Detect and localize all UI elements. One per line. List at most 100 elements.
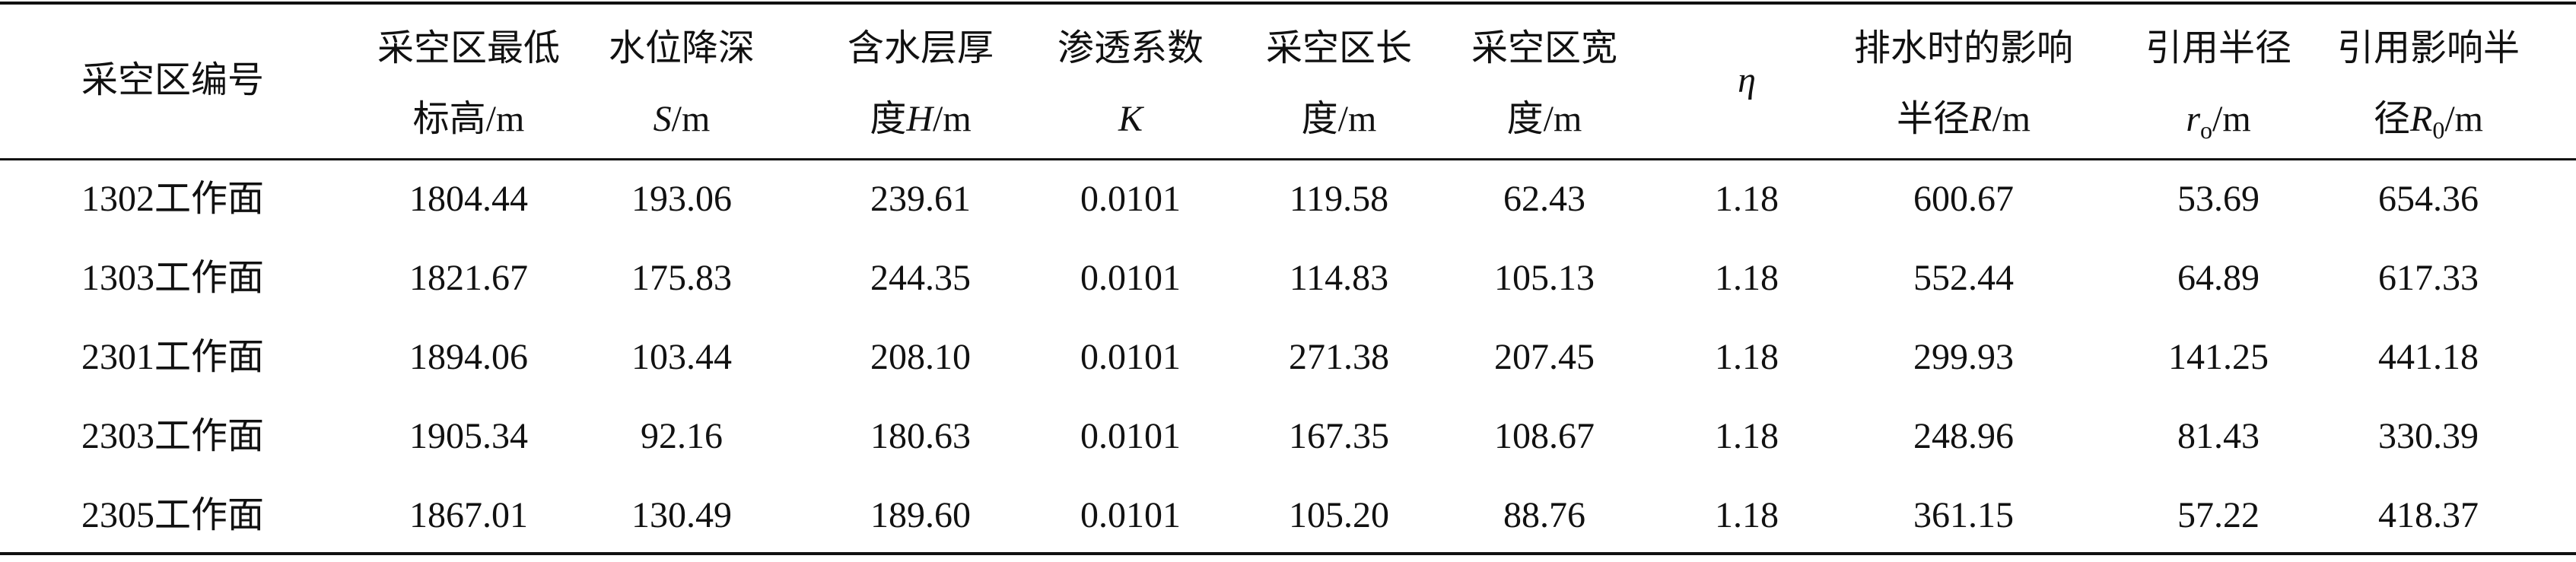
table-cell: 0.0101 xyxy=(1080,258,1181,298)
table-cell: 418.37 xyxy=(2378,495,2479,535)
header-text: 采空区编号 xyxy=(81,60,264,100)
table-cell: 207.45 xyxy=(1494,337,1595,377)
table-cell: 1867.01 xyxy=(409,495,528,535)
table-cell: 0.0101 xyxy=(1080,416,1181,456)
header-text: R xyxy=(2410,99,2433,139)
table-cell: 141.25 xyxy=(2168,337,2269,377)
table-cell: 239.61 xyxy=(870,179,971,219)
header-cell: 度/m xyxy=(1217,101,1461,138)
table-cell: 81.43 xyxy=(2177,416,2260,456)
header-cell: 度/m xyxy=(1423,101,1666,138)
table-cell: 441.18 xyxy=(2378,337,2479,377)
table-cell: 108.67 xyxy=(1494,416,1595,456)
header-text: 度/m xyxy=(1301,99,1377,139)
header-text: /m xyxy=(671,99,711,139)
table-cell: 600.67 xyxy=(1913,179,2014,219)
header-cell: S/m xyxy=(560,101,803,138)
header-text: H xyxy=(906,99,933,139)
table-cell: 88.76 xyxy=(1503,495,1585,535)
header-cell: 含水层厚 xyxy=(799,30,1042,67)
header-text: 采空区宽 xyxy=(1471,28,1617,68)
header-text: o xyxy=(2200,116,2212,144)
header-text: R xyxy=(1970,99,1992,139)
bottom-rule xyxy=(0,552,2576,555)
header-cell: 度H/m xyxy=(799,101,1042,138)
table-cell: 92.16 xyxy=(641,416,723,456)
header-text: 排水时的影响 xyxy=(1853,28,2073,68)
header-text: r xyxy=(2186,99,2200,139)
table-cell: 1821.67 xyxy=(409,258,528,298)
row-label: 1303工作面 xyxy=(81,258,264,298)
header-text: 引用半径 xyxy=(2145,28,2291,68)
table-cell: 1.18 xyxy=(1715,337,1779,377)
header-cell: 采空区编号 xyxy=(51,62,294,99)
header-cell: 采空区宽 xyxy=(1423,30,1666,67)
table-cell: 654.36 xyxy=(2378,179,2479,219)
table-cell: 103.44 xyxy=(631,337,732,377)
header-text: 采空区长 xyxy=(1265,28,1412,68)
table-cell: 299.93 xyxy=(1913,337,2014,377)
table-cell: 119.58 xyxy=(1289,179,1389,219)
header-text: 度 xyxy=(870,99,907,139)
table-cell: 1.18 xyxy=(1715,495,1779,535)
row-label: 2301工作面 xyxy=(81,337,264,377)
header-text: /m xyxy=(2444,99,2483,139)
table-cell: 167.35 xyxy=(1289,416,1389,456)
table-cell: 114.83 xyxy=(1289,258,1389,298)
header-cell: 水位降深 xyxy=(560,30,803,67)
table-cell: 193.06 xyxy=(631,179,732,219)
header-cell: 渗透系数 xyxy=(1009,30,1252,67)
header-text: 半径 xyxy=(1896,99,1970,139)
header-text: 0 xyxy=(2432,116,2445,144)
header-cell: K xyxy=(1009,101,1252,138)
header-cell: 半径R/m xyxy=(1842,101,2085,138)
top-rule xyxy=(0,2,2576,5)
header-text: 含水层厚 xyxy=(847,28,994,68)
table-cell: 208.10 xyxy=(870,337,971,377)
table-cell: 62.43 xyxy=(1503,179,1585,219)
row-label: 2303工作面 xyxy=(81,416,264,456)
table-cell: 53.69 xyxy=(2177,179,2260,219)
table-cell: 105.20 xyxy=(1289,495,1389,535)
table-cell: 330.39 xyxy=(2378,416,2479,456)
row-label: 2305工作面 xyxy=(81,495,264,535)
table-cell: 175.83 xyxy=(631,258,732,298)
table-cell: 1894.06 xyxy=(409,337,528,377)
table-cell: 0.0101 xyxy=(1080,337,1181,377)
table-cell: 1804.44 xyxy=(409,179,528,219)
table-cell: 248.96 xyxy=(1913,416,2014,456)
header-text: 径 xyxy=(2373,99,2410,139)
header-text: /m xyxy=(933,99,972,139)
table-cell: 1.18 xyxy=(1715,179,1779,219)
table-cell: 1.18 xyxy=(1715,416,1779,456)
table-cell: 105.13 xyxy=(1494,258,1595,298)
header-cell: η xyxy=(1625,62,1868,99)
table-cell: 180.63 xyxy=(870,416,971,456)
header-cell: 引用半径 xyxy=(2097,30,2340,67)
header-text: η xyxy=(1738,60,1756,100)
table-cell: 189.60 xyxy=(870,495,971,535)
header-text: 标高/m xyxy=(412,99,525,139)
table-cell: 361.15 xyxy=(1913,495,2014,535)
header-text: 渗透系数 xyxy=(1057,28,1204,68)
table-cell: 1.18 xyxy=(1715,258,1779,298)
header-rule xyxy=(0,158,2576,160)
header-cell: 采空区长 xyxy=(1217,30,1461,67)
header-text: 水位降深 xyxy=(608,28,755,68)
header-cell: ro/m xyxy=(2097,99,2340,144)
table-cell: 64.89 xyxy=(2177,258,2260,298)
header-text: 度/m xyxy=(1506,99,1582,139)
table-cell: 552.44 xyxy=(1913,258,2014,298)
table-cell: 57.22 xyxy=(2177,495,2260,535)
header-cell: 采空区最低 xyxy=(347,30,590,67)
table-cell: 271.38 xyxy=(1289,337,1389,377)
table-cell: 1905.34 xyxy=(409,416,528,456)
header-cell: 排水时的影响 xyxy=(1842,30,2085,67)
header-cell: 径R0/m xyxy=(2307,99,2550,144)
header-cell: 引用影响半 xyxy=(2307,30,2550,67)
header-text: 采空区最低 xyxy=(377,28,560,68)
header-text: S xyxy=(653,99,672,139)
row-label: 1302工作面 xyxy=(81,179,264,219)
table-cell: 0.0101 xyxy=(1080,179,1181,219)
